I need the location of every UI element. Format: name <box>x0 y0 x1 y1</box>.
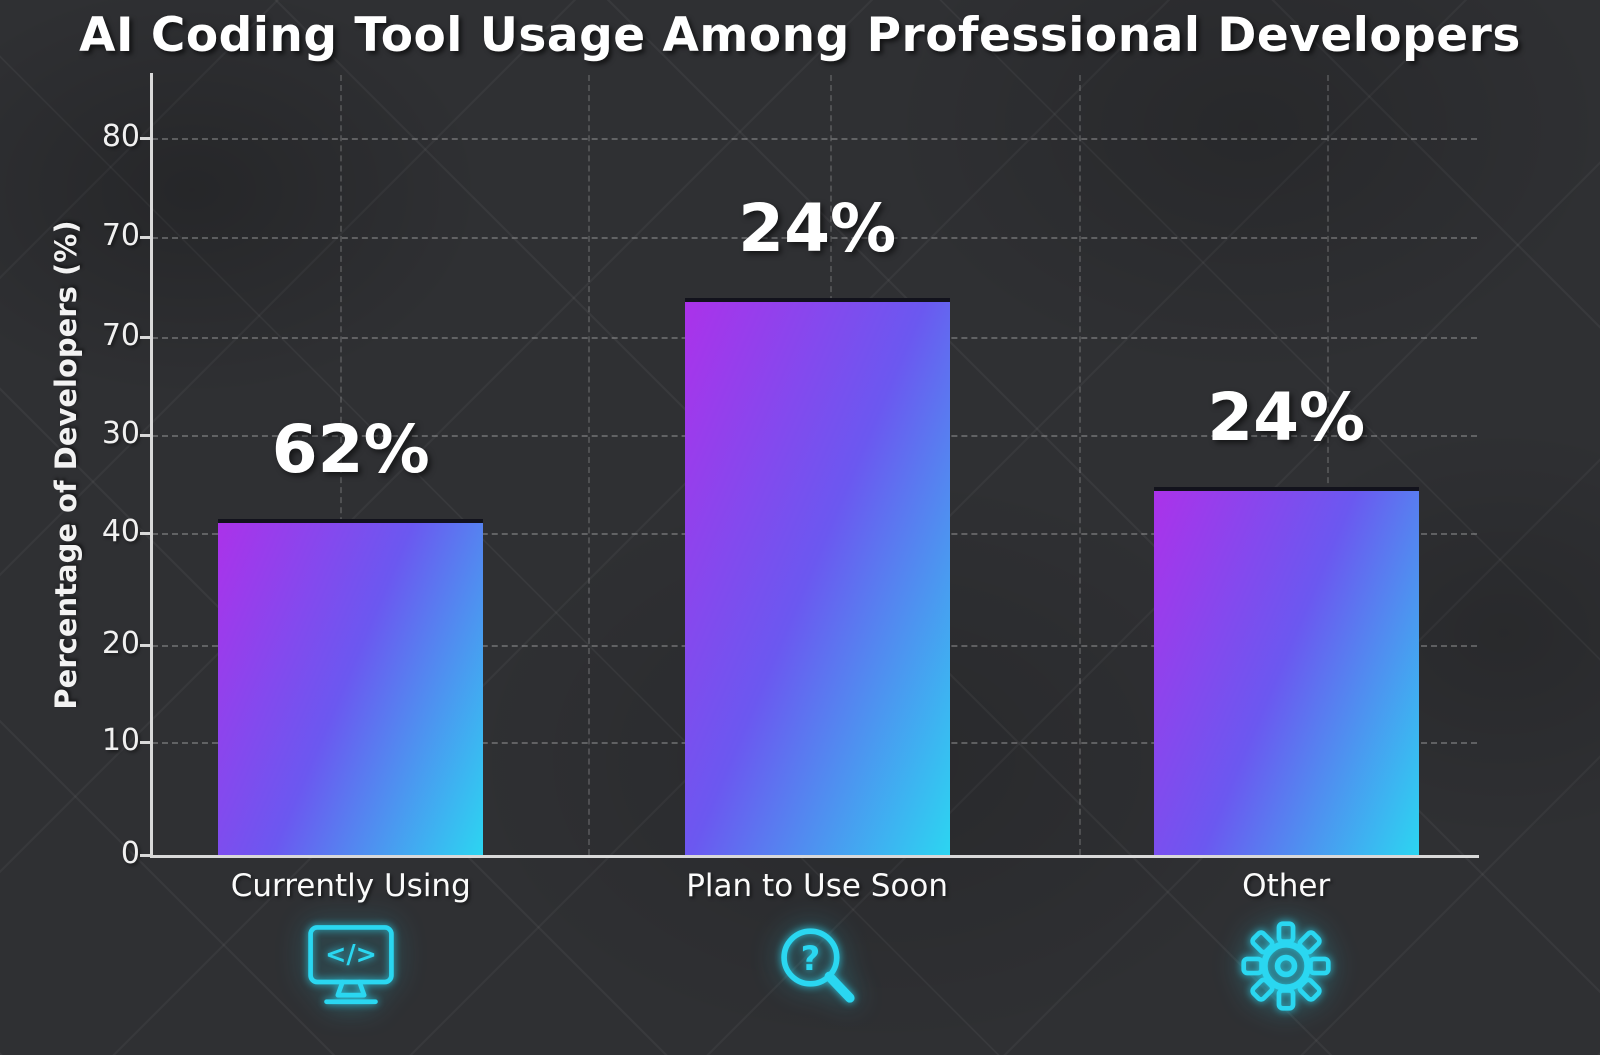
bar-value-label-plan-to-use-soon: 24% <box>738 190 897 267</box>
bar-plan-to-use-soon <box>685 298 950 855</box>
y-tick-label: 0 <box>120 836 140 871</box>
magnifier-question-icon: ? <box>767 916 867 1016</box>
y-axis-label: Percentage of Developers (%) <box>49 220 83 710</box>
monitor-code-icon: </> <box>301 916 401 1016</box>
svg-text:?: ? <box>801 939 821 978</box>
y-gridline <box>152 237 1477 239</box>
bar-currently-using <box>218 519 483 855</box>
plot-area <box>152 75 1477 855</box>
y-tick-label: 20 <box>101 626 140 661</box>
y-gridline <box>152 138 1477 140</box>
bar-value-label-currently-using: 62% <box>271 411 430 488</box>
chart-title: AI Coding Tool Usage Among Professional … <box>79 8 1521 63</box>
bar-value-label-other: 24% <box>1207 379 1366 456</box>
y-tick-mark <box>140 532 152 535</box>
x-axis-label-other: Other <box>1242 868 1331 904</box>
y-tick-label: 70 <box>101 218 140 253</box>
y-tick-mark <box>140 644 152 647</box>
svg-text:</>: </> <box>325 939 377 969</box>
y-tick-label: 40 <box>101 514 140 549</box>
y-tick-mark <box>140 434 152 437</box>
bar-other <box>1154 487 1419 855</box>
y-tick-label: 70 <box>101 318 140 353</box>
x-axis-label-currently-using: Currently Using <box>230 868 471 904</box>
y-tick-mark <box>140 236 152 239</box>
y-tick-mark <box>140 854 152 857</box>
y-tick-label: 30 <box>101 416 140 451</box>
y-tick-mark <box>140 741 152 744</box>
y-tick-label: 80 <box>101 119 140 154</box>
x-gridline <box>340 75 342 855</box>
y-axis-line <box>150 73 153 857</box>
y-tick-mark <box>140 137 152 140</box>
y-tick-mark <box>140 336 152 339</box>
x-axis-line <box>150 855 1479 858</box>
y-tick-label: 10 <box>101 723 140 758</box>
x-axis-label-plan-to-use-soon: Plan to Use Soon <box>686 868 949 904</box>
x-gridline <box>1079 75 1081 855</box>
gear-icon <box>1236 916 1336 1016</box>
x-gridline <box>588 75 590 855</box>
x-gridline <box>1327 75 1329 855</box>
